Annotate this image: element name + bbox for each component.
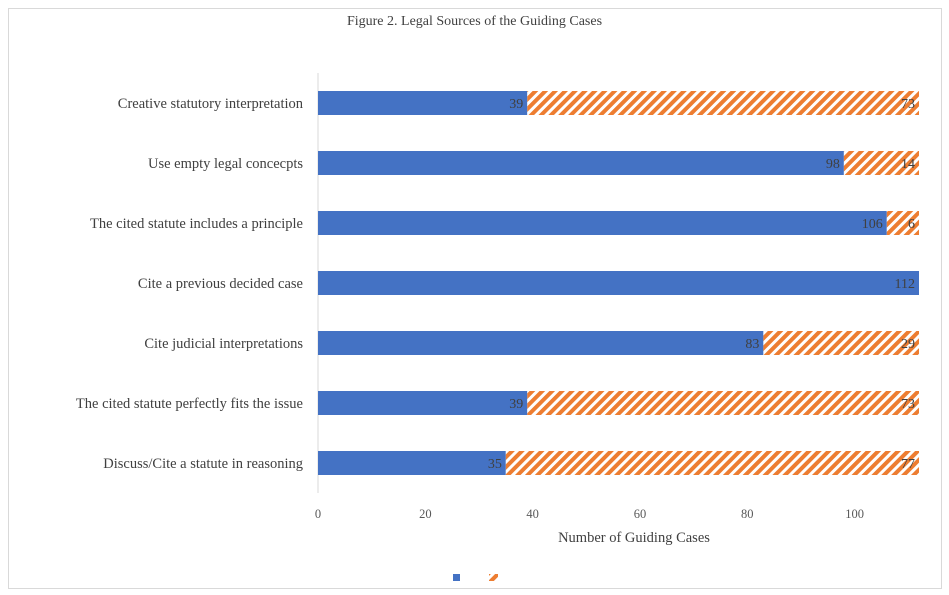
bar-segment-series-2 bbox=[843, 151, 919, 175]
bar-segment-series-1 bbox=[318, 451, 506, 475]
category-label: Use empty legal concecpts bbox=[148, 156, 303, 172]
x-tick-label: 20 bbox=[419, 507, 432, 521]
bar-segment-series-2 bbox=[505, 451, 919, 475]
bar-segment-series-2 bbox=[527, 391, 919, 415]
category-label: Discuss/Cite a statute in reasoning bbox=[103, 456, 303, 472]
data-label: 6 bbox=[908, 217, 915, 232]
bar-segment-series-1 bbox=[318, 271, 919, 295]
bar-segment-series-2 bbox=[763, 331, 919, 355]
data-label: 98 bbox=[826, 157, 840, 172]
legend-swatch-series-2 bbox=[489, 574, 498, 581]
category-label: The cited statute perfectly fits the iss… bbox=[76, 396, 303, 412]
data-label: 14 bbox=[901, 157, 915, 172]
x-tick-label: 40 bbox=[526, 507, 539, 521]
x-tick-label: 60 bbox=[634, 507, 647, 521]
category-label: The cited statute includes a principle bbox=[90, 216, 303, 232]
data-label: 35 bbox=[488, 457, 502, 472]
category-label: Cite a previous decided case bbox=[138, 276, 303, 292]
data-label: 29 bbox=[901, 337, 915, 352]
bar-segment-series-1 bbox=[318, 391, 528, 415]
x-tick-labels-layer: 0 20 40 60 80 100 bbox=[315, 507, 864, 521]
category-labels-layer: Creative statutory interpretation Use emp… bbox=[76, 96, 304, 472]
legend-swatch-series-1 bbox=[453, 574, 460, 581]
bars-layer: 39 73 98 14 106 6 112 83 29 39 73 35 77 bbox=[318, 91, 919, 475]
data-label: 83 bbox=[745, 337, 759, 352]
data-label: 77 bbox=[901, 457, 915, 472]
bar-segment-series-1 bbox=[318, 211, 887, 235]
category-label: Cite judicial interpretations bbox=[144, 336, 303, 352]
category-label: Creative statutory interpretation bbox=[118, 96, 304, 112]
data-label: 106 bbox=[862, 217, 883, 232]
bar-segment-series-1 bbox=[318, 331, 764, 355]
x-tick-label: 80 bbox=[741, 507, 754, 521]
data-label: 73 bbox=[901, 97, 915, 112]
data-label: 39 bbox=[509, 97, 523, 112]
bar-segment-series-2 bbox=[886, 211, 919, 235]
legend bbox=[453, 574, 498, 581]
data-label: 73 bbox=[901, 397, 915, 412]
bar-segment-series-2 bbox=[527, 91, 919, 115]
bar-segment-series-1 bbox=[318, 91, 528, 115]
chart-title: Figure 2. Legal Sources of the Guiding C… bbox=[346, 14, 603, 29]
bar-segment-series-1 bbox=[318, 151, 844, 175]
data-label: 112 bbox=[895, 277, 915, 292]
x-axis-title: Number of Guiding Cases bbox=[558, 530, 710, 546]
data-label: 39 bbox=[509, 397, 523, 412]
x-tick-label: 0 bbox=[315, 507, 321, 521]
x-tick-label: 100 bbox=[845, 507, 864, 521]
